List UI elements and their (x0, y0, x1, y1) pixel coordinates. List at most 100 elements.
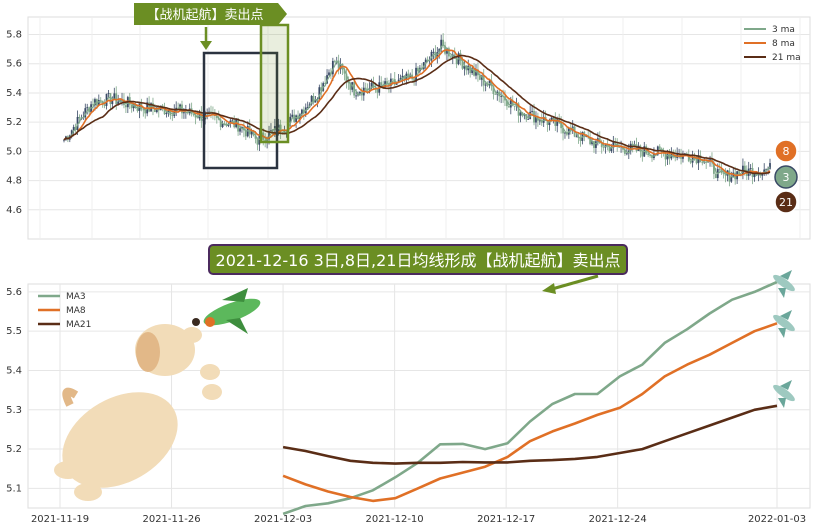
bottom-y-axis: 5.1 5.2 5.3 5.4 5.5 5.6 (6, 287, 22, 494)
candle-body (105, 93, 108, 106)
candle-body (608, 144, 611, 152)
candle-body (130, 104, 133, 109)
plane-icon-ma21 (773, 380, 795, 408)
candle-body (347, 81, 350, 84)
candle-body (270, 130, 272, 132)
top-y-tick-label: 5.0 (6, 146, 22, 157)
candle-body (328, 72, 330, 76)
candle-body (63, 139, 65, 141)
candle-body (136, 108, 139, 111)
candle-body (107, 93, 110, 94)
candle-body (463, 65, 466, 69)
top-y-tick-label: 5.8 (6, 30, 22, 41)
candle-body (614, 142, 617, 144)
candle-body (95, 99, 98, 106)
candle-body (492, 86, 495, 95)
candle-body (471, 68, 474, 74)
candle-body (618, 146, 621, 148)
candle-body (591, 141, 593, 145)
plane-icon-large (203, 288, 261, 334)
banner-arrow (542, 274, 599, 294)
candle-body (279, 124, 282, 133)
candle-body (436, 52, 439, 59)
candle-body (76, 116, 79, 131)
candle-body (215, 115, 218, 118)
badge-ma3: 3 (783, 171, 790, 184)
candle-body (152, 103, 154, 109)
bottom-x-tick-label: 2022-01-03 (748, 514, 806, 525)
candle-body (647, 153, 650, 156)
candle-body (753, 173, 756, 178)
candle-body (713, 162, 715, 174)
candle-body (440, 39, 443, 49)
candle-body (312, 95, 315, 103)
top-legend: 3 ma 8 ma 21 ma (744, 25, 801, 63)
candle-body (198, 112, 201, 119)
candle-body (239, 128, 241, 132)
candle-body (324, 83, 327, 84)
candle-body (370, 82, 373, 88)
candle-body (391, 78, 394, 80)
top-y-tick-label: 4.6 (6, 205, 22, 216)
candle-body (295, 115, 298, 122)
title-banner: 2021-12-16 3日,8日,21日均线形成【战机起航】卖出点 (208, 244, 628, 275)
candle-body (550, 117, 553, 121)
candle-body (70, 130, 73, 136)
candle-body (142, 109, 145, 111)
candle-body (529, 111, 532, 120)
series-line-ma8 (282, 322, 778, 503)
candle-body (564, 132, 566, 134)
legend-ma8: 8 ma (772, 39, 795, 49)
candle-body (511, 100, 514, 106)
candle-body (223, 123, 226, 125)
candle-body (575, 136, 578, 138)
candle-body (273, 126, 276, 130)
bottom-y-tick-label: 5.2 (6, 444, 22, 455)
candle-body (268, 131, 270, 140)
candle-body (343, 69, 346, 74)
candle-body (219, 119, 222, 127)
candle-body (455, 58, 458, 65)
candle-body (413, 79, 415, 82)
candle-body (337, 60, 340, 69)
candle-body (183, 112, 185, 114)
bottom-y-tick-label: 5.6 (6, 287, 22, 298)
legend-MA3: MA3 (66, 292, 86, 302)
candle-body (624, 149, 626, 154)
candle-body (248, 125, 251, 135)
top-ma-lines (63, 43, 771, 178)
candle-body (666, 154, 669, 160)
candlestick-panel: 4.6 4.8 5.0 5.2 5.4 5.6 5.8 【战机起航】卖出点 3 ma 8 m… (6, 3, 811, 240)
candle-body (345, 73, 348, 82)
candle-body (556, 119, 559, 126)
candle-body (165, 113, 168, 115)
signal-flag-label: 【战机起航】卖出点 (146, 7, 263, 23)
bottom-ma-lines (282, 280, 778, 516)
candle-body (72, 126, 75, 131)
candle-body (506, 100, 508, 107)
bottom-x-tick-label: 2021-11-26 (142, 514, 200, 525)
bottom-x-tick-label: 2021-11-19 (31, 514, 89, 525)
candle-body (109, 93, 112, 105)
candle-body (533, 110, 535, 123)
bottom-x-tick-label: 2021-12-17 (477, 514, 535, 525)
candle-body (163, 107, 166, 115)
candle-body (301, 109, 303, 115)
signal-window-box (202, 51, 279, 170)
candle-body (517, 103, 520, 116)
candle-body (314, 100, 317, 103)
candle-body (535, 116, 537, 123)
candle-body (409, 74, 412, 78)
candle-body (765, 168, 768, 170)
candle-body (625, 153, 628, 155)
candle-body (424, 59, 427, 63)
candle-body (687, 155, 690, 162)
candle-body (254, 135, 257, 139)
candle-body (494, 94, 497, 95)
candle-body (513, 105, 516, 107)
bottom-x-tick-label: 2021-12-10 (366, 514, 424, 525)
candle-body (84, 108, 87, 118)
candle-body (477, 69, 479, 76)
plane-icon-ma3 (773, 270, 795, 298)
